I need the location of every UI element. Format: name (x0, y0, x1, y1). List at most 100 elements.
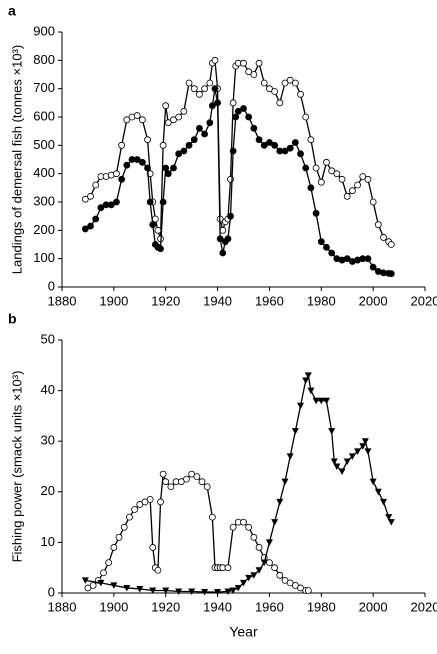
point (348, 187, 356, 195)
point (387, 519, 395, 526)
point (100, 569, 107, 577)
point (250, 71, 258, 78)
point (245, 113, 253, 121)
point (149, 221, 157, 229)
point (126, 513, 133, 521)
point (107, 201, 115, 209)
point (286, 76, 294, 84)
point (211, 85, 219, 93)
point (154, 226, 162, 234)
point (201, 588, 209, 596)
point (136, 585, 144, 593)
point (291, 139, 299, 146)
point (291, 79, 299, 87)
point (281, 147, 289, 155)
y-tick-label: 400 (33, 165, 55, 180)
point (144, 136, 151, 144)
point (245, 574, 253, 582)
point (175, 150, 183, 158)
point (175, 113, 183, 121)
x-tick-label: 1960 (255, 293, 284, 308)
point (333, 170, 341, 178)
point (302, 164, 310, 172)
point (151, 215, 159, 223)
point (323, 158, 330, 166)
point (224, 564, 232, 572)
point (133, 112, 141, 119)
point (304, 587, 312, 594)
point (385, 514, 393, 521)
point (380, 498, 388, 506)
point (198, 478, 206, 486)
x-tick-label: 2020 (411, 599, 437, 614)
point (271, 564, 279, 572)
point (312, 397, 320, 405)
point (265, 539, 273, 546)
point (206, 79, 214, 87)
point (162, 478, 170, 486)
point (361, 438, 369, 445)
point (154, 566, 162, 574)
series-line (87, 473, 309, 592)
point (144, 164, 151, 172)
point (214, 588, 222, 596)
x-tick-label: 2000 (359, 293, 388, 308)
point (159, 141, 167, 149)
point (250, 124, 258, 132)
point (87, 222, 94, 230)
point (271, 88, 279, 95)
point (203, 483, 211, 491)
point (115, 533, 123, 541)
point (229, 587, 237, 594)
point (105, 559, 113, 567)
point (312, 209, 320, 217)
point (164, 170, 172, 178)
point (216, 235, 224, 243)
point (317, 238, 325, 246)
y-tick-label: 100 (33, 250, 55, 265)
point (170, 116, 177, 124)
y-tick-label: 200 (33, 222, 55, 237)
x-tick-label: 1900 (99, 293, 128, 308)
y-tick-label: 40 (41, 382, 55, 397)
y-tick-label: 700 (33, 80, 55, 95)
point (260, 559, 268, 567)
point (131, 506, 139, 513)
y-tick-label: 50 (41, 331, 55, 346)
point (281, 478, 289, 486)
point (92, 181, 100, 189)
point (240, 579, 247, 587)
point (149, 544, 157, 551)
point (266, 139, 273, 146)
point (323, 243, 330, 251)
point (276, 498, 284, 506)
point (229, 523, 237, 531)
point (330, 458, 338, 465)
point (211, 56, 219, 64)
point (229, 99, 237, 107)
point (146, 198, 154, 206)
y-tick-label: 600 (33, 108, 55, 123)
x-tick-label: 1920 (151, 599, 180, 614)
point (118, 175, 126, 183)
y-tick-label: 20 (41, 483, 55, 498)
y-tick-label: 10 (41, 534, 55, 549)
series-line (85, 373, 392, 593)
y-tick-label: 500 (33, 137, 55, 152)
point (374, 488, 382, 496)
x-tick-label: 1960 (255, 599, 284, 614)
point (240, 59, 247, 67)
point (276, 99, 284, 107)
x-tick-label: 1940 (203, 293, 232, 308)
point (260, 79, 268, 87)
point (201, 130, 209, 138)
x-tick-label: 1980 (307, 599, 336, 614)
point (164, 119, 172, 127)
point (193, 473, 201, 481)
y-tick-label: 30 (41, 433, 55, 448)
point (180, 147, 188, 155)
point (250, 572, 258, 579)
point (297, 90, 304, 98)
point (312, 164, 320, 172)
point (180, 107, 188, 115)
